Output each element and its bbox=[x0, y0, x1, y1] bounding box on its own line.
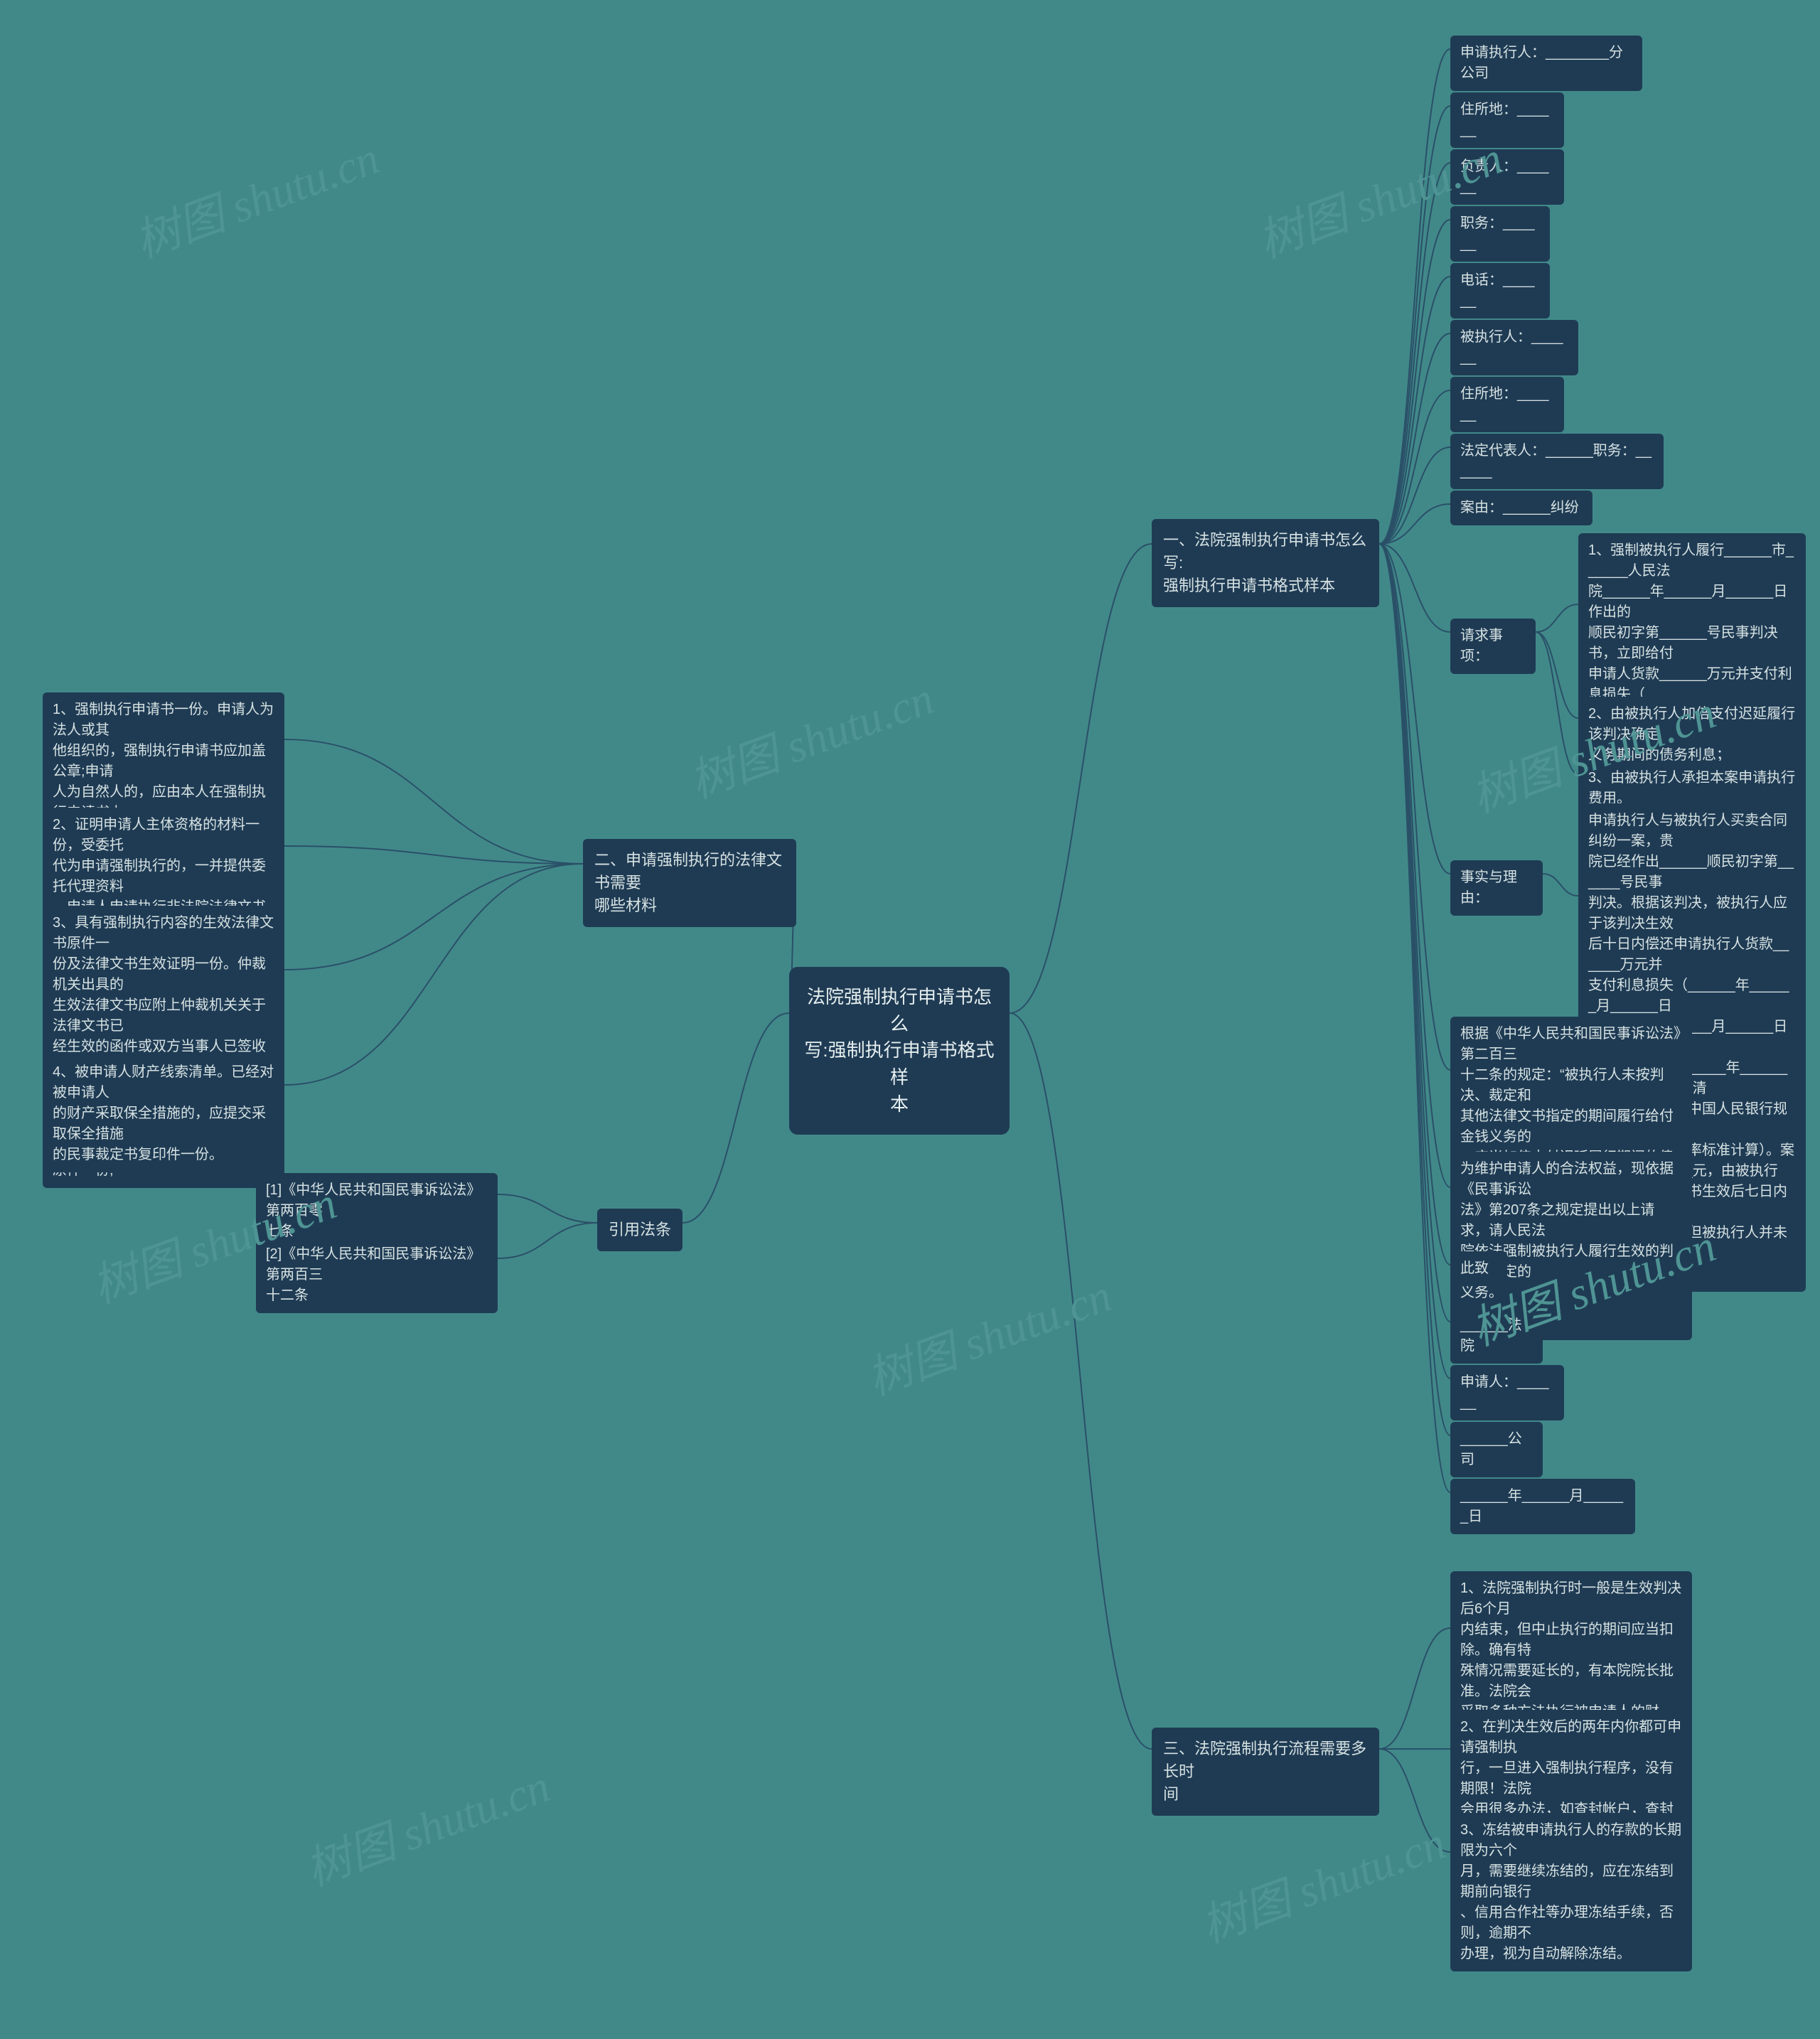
mindmap-edge bbox=[1379, 544, 1450, 1187]
mindmap-node: ______年______月______日 bbox=[1450, 1479, 1635, 1534]
mindmap-edge bbox=[1379, 544, 1450, 1322]
mindmap-node: 负责人：______ bbox=[1450, 149, 1564, 205]
mindmap-node: 住所地：______ bbox=[1450, 377, 1564, 432]
mindmap-edge bbox=[1379, 544, 1450, 874]
mindmap-node: 法定代表人：______职务：______ bbox=[1450, 434, 1664, 489]
mindmap-node: ______公司 bbox=[1450, 1422, 1543, 1477]
mindmap-node: 三、法院强制执行流程需要多长时 间 bbox=[1152, 1728, 1379, 1816]
mindmap-node: 二、申请强制执行的法律文书需要 哪些材料 bbox=[583, 839, 796, 927]
mindmap-node: 职务：______ bbox=[1450, 206, 1550, 262]
mindmap-edge bbox=[1379, 1628, 1450, 1749]
mindmap-edge bbox=[1379, 544, 1450, 1435]
mindmap-edge bbox=[284, 846, 583, 864]
mindmap-node: 申请执行人：________分公司 bbox=[1450, 36, 1642, 91]
mindmap-edge bbox=[1536, 632, 1578, 774]
mindmap-edge bbox=[284, 864, 583, 1085]
mindmap-edge bbox=[1543, 874, 1578, 896]
mindmap-edge bbox=[498, 1194, 597, 1223]
mindmap-edge bbox=[1379, 544, 1450, 1379]
mindmap-node: 法院强制执行申请书怎么 写:强制执行申请书格式样 本 bbox=[789, 967, 1010, 1135]
mindmap-node: 电话：______ bbox=[1450, 263, 1550, 319]
mindmap-edge bbox=[498, 1223, 597, 1258]
mindmap-node: 案由：______纠纷 bbox=[1450, 491, 1592, 525]
mindmap-edge bbox=[1010, 544, 1152, 1013]
mindmap-node: 被执行人：______ bbox=[1450, 320, 1578, 375]
mindmap-edge bbox=[1379, 106, 1450, 544]
mindmap-edge bbox=[284, 864, 583, 970]
mindmap-edge bbox=[1010, 1013, 1152, 1749]
mindmap-node: 事实与理由： bbox=[1450, 860, 1543, 916]
mindmap-node: 申请人：______ bbox=[1450, 1365, 1564, 1420]
mindmap-node: 一、法院强制执行申请书怎么写: 强制执行申请书格式样本 bbox=[1152, 519, 1379, 607]
mindmap-edge bbox=[682, 1013, 789, 1223]
mindmap-node: 为维护申请人的合法权益，现依据《民事诉讼 法》第207条之规定提出以上请求，请人… bbox=[1450, 1152, 1692, 1310]
mindmap-edge bbox=[1536, 604, 1578, 632]
mindmap-edge bbox=[1379, 544, 1450, 1265]
mindmap-node: 此致 bbox=[1450, 1251, 1507, 1286]
mindmap-node: 3、冻结被申请执行人的存款的长期限为六个 月，需要继续冻结的，应在冻结到期前向银… bbox=[1450, 1813, 1692, 1971]
mindmap-edge bbox=[284, 739, 583, 864]
mindmap-node: 请求事项： bbox=[1450, 619, 1536, 674]
mindmap-edge bbox=[1379, 1749, 1450, 1852]
mindmap-node: ______法院 bbox=[1450, 1308, 1543, 1364]
mindmap-node: 住所地：______ bbox=[1450, 92, 1564, 148]
mindmap-edge bbox=[1379, 163, 1450, 544]
mindmap-node: 引用法条 bbox=[597, 1209, 682, 1251]
mindmap-edge bbox=[1379, 333, 1450, 544]
mindmap-node: [2]《中华人民共和国民事诉讼法》 第两百三 十二条 bbox=[256, 1237, 498, 1313]
mindmap-node: 4、被申请人财产线索清单。已经对被申请人 的财产采取保全措施的，应提交采取保全措… bbox=[43, 1055, 284, 1172]
